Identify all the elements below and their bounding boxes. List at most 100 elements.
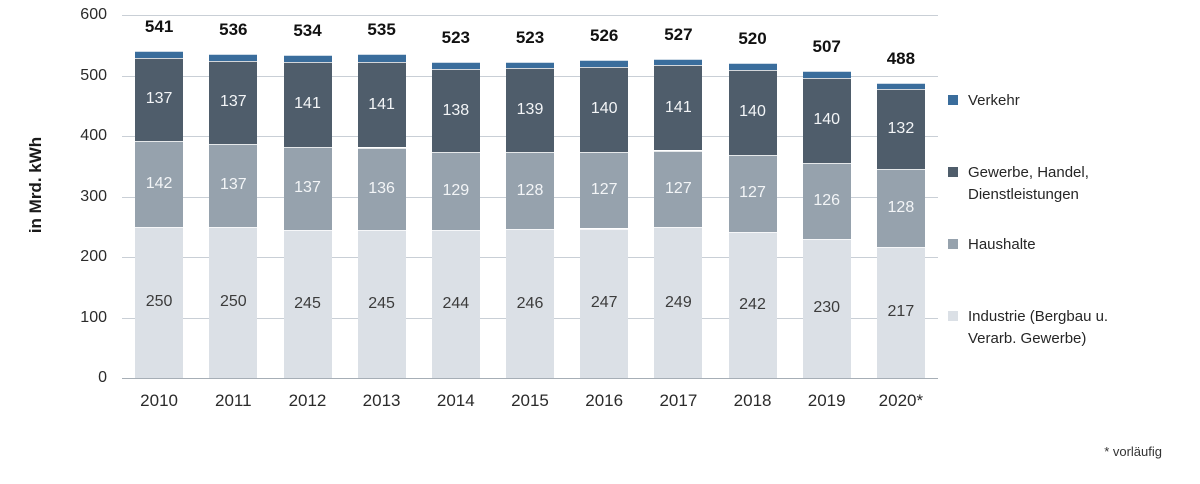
x-tick-label: 2010	[140, 391, 178, 410]
bar-segment-haushalte	[876, 169, 925, 247]
segment-value-label-gewerbe: 141	[294, 95, 321, 113]
segment-value-label-industrie: 244	[442, 295, 470, 313]
segment-value-label-gewerbe: 141	[665, 98, 692, 116]
footnote: * vorläufig	[1104, 444, 1162, 459]
y-tick-label: 400	[80, 127, 107, 144]
x-tick-label: 2014	[436, 391, 475, 410]
bar-segment-haushalte	[135, 140, 184, 227]
legend-swatch-haushalte	[948, 239, 958, 249]
y-tick-label: 500	[80, 66, 107, 84]
segment-value-label-haushalte: 137	[219, 176, 247, 194]
x-axis-line	[122, 378, 938, 379]
segment-value-label-haushalte: 127	[665, 179, 692, 197]
x-tick-label: 2013	[362, 391, 401, 410]
bar-segment-haushalte	[506, 151, 554, 230]
segment-value-label-industrie: 249	[665, 293, 692, 311]
segment-value-label-gewerbe: 138	[442, 101, 470, 119]
legend-swatch-verkehr	[948, 95, 958, 105]
bar-segment-verkehr	[580, 59, 629, 68]
bar-segment-verkehr	[357, 54, 406, 63]
segment-value-label-industrie: 250	[219, 293, 247, 311]
bar-segment-gewerbe	[728, 70, 777, 155]
bar-segment-industrie	[283, 229, 332, 378]
segment-value-label-gewerbe: 137	[145, 90, 173, 108]
bar-total-label: 536	[219, 19, 248, 39]
x-tick-label: 2012	[288, 391, 327, 410]
legend-item-industrie: Industrie (Bergbau u. Verarb. Gewerbe)	[948, 306, 1108, 350]
legend: Verkehr Gewerbe, Handel, Dienstleistungen H…	[948, 0, 1168, 420]
bar-segment-haushalte	[283, 146, 332, 230]
bar-segment-industrie	[580, 228, 629, 378]
legend-label-verkehr: Verkehr	[968, 92, 1020, 109]
legend-label-haushalte: Haushalte	[968, 236, 1036, 253]
bar-segment-haushalte	[654, 150, 703, 228]
y-axis-title: in Mrd. kWh	[26, 136, 45, 234]
segment-value-label-industrie: 250	[145, 293, 173, 311]
bar-segment-industrie	[506, 229, 554, 378]
x-tick-label: 2018	[733, 391, 772, 410]
segment-value-label-industrie: 230	[813, 299, 841, 317]
segment-value-label-haushalte: 129	[442, 182, 470, 200]
segment-value-label-haushalte: 127	[739, 184, 766, 202]
bar-total-label: 520	[738, 29, 767, 49]
bar-total-label: 507	[812, 37, 841, 57]
bar-segment-verkehr	[654, 59, 703, 66]
bar-segment-gewerbe	[580, 67, 629, 152]
bar-total-label: 526	[590, 25, 619, 45]
y-tick-label: 200	[80, 248, 107, 265]
segment-value-label-haushalte: 127	[590, 181, 618, 199]
segment-value-label-industrie: 217	[887, 303, 915, 321]
bar-segment-gewerbe	[283, 61, 332, 147]
segment-value-label-industrie: 245	[368, 294, 395, 312]
segment-value-label-haushalte: 142	[145, 174, 173, 192]
bar-segment-haushalte	[209, 143, 258, 227]
bar-segment-verkehr	[209, 53, 258, 61]
bar-segment-gewerbe	[802, 77, 851, 163]
bar-total-label: 523	[441, 27, 470, 47]
bar-total-label: 488	[886, 48, 916, 68]
segment-value-label-industrie: 246	[516, 294, 544, 312]
bar-total-label: 534	[293, 20, 322, 40]
bar-segment-haushalte	[728, 154, 777, 232]
bar-segment-industrie	[357, 229, 406, 378]
segment-value-label-gewerbe: 141	[368, 95, 395, 113]
bar-segment-verkehr	[283, 54, 332, 62]
x-tick-label: 2017	[659, 391, 698, 410]
segment-value-label-haushalte: 128	[887, 199, 915, 216]
bar-segment-gewerbe	[654, 65, 703, 151]
legend-swatch-industrie	[948, 311, 958, 321]
legend-item-gewerbe: Gewerbe, Handel, Dienstleistungen	[948, 162, 1089, 206]
bar-total-label: 541	[144, 16, 174, 36]
segment-value-label-haushalte: 126	[813, 191, 841, 209]
legend-swatch-gewerbe	[948, 167, 958, 177]
bar-segment-gewerbe	[209, 61, 258, 144]
bar-segment-verkehr	[728, 63, 777, 71]
segment-value-label-industrie: 247	[590, 294, 618, 312]
bar-segment-industrie	[209, 226, 258, 379]
bar-segment-haushalte	[357, 147, 406, 230]
bar-segment-gewerbe	[357, 62, 406, 148]
segment-value-label-gewerbe: 132	[887, 120, 915, 138]
bar-total-label: 523	[515, 27, 545, 47]
bar-segment-industrie	[654, 227, 703, 378]
segment-value-label-haushalte: 128	[516, 181, 544, 199]
bar-segment-haushalte	[580, 151, 629, 229]
bar-segment-gewerbe	[506, 67, 554, 152]
segment-value-label-industrie: 242	[739, 295, 766, 313]
x-tick-label: 2016	[585, 391, 624, 410]
legend-label-gewerbe: Gewerbe, Handel, Dienstleistungen	[968, 164, 1089, 203]
legend-label-industrie: Industrie (Bergbau u. Verarb. Gewerbe)	[968, 308, 1109, 347]
x-tick-label: 2019	[807, 391, 846, 410]
bar-segment-gewerbe	[876, 89, 925, 170]
bar-segment-verkehr	[506, 61, 554, 68]
segment-value-label-haushalte: 137	[294, 179, 321, 197]
bar-segment-gewerbe	[431, 68, 480, 153]
x-tick-label: 2020*	[878, 391, 924, 410]
bar-total-label: 535	[367, 20, 396, 40]
legend-item-haushalte: Haushalte	[948, 234, 1036, 256]
bar-segment-verkehr	[431, 61, 480, 69]
segment-value-label-gewerbe: 137	[219, 93, 247, 111]
bar-segment-industrie	[431, 230, 480, 378]
bar-segment-haushalte	[431, 152, 480, 231]
segment-value-label-industrie: 245	[294, 294, 321, 312]
